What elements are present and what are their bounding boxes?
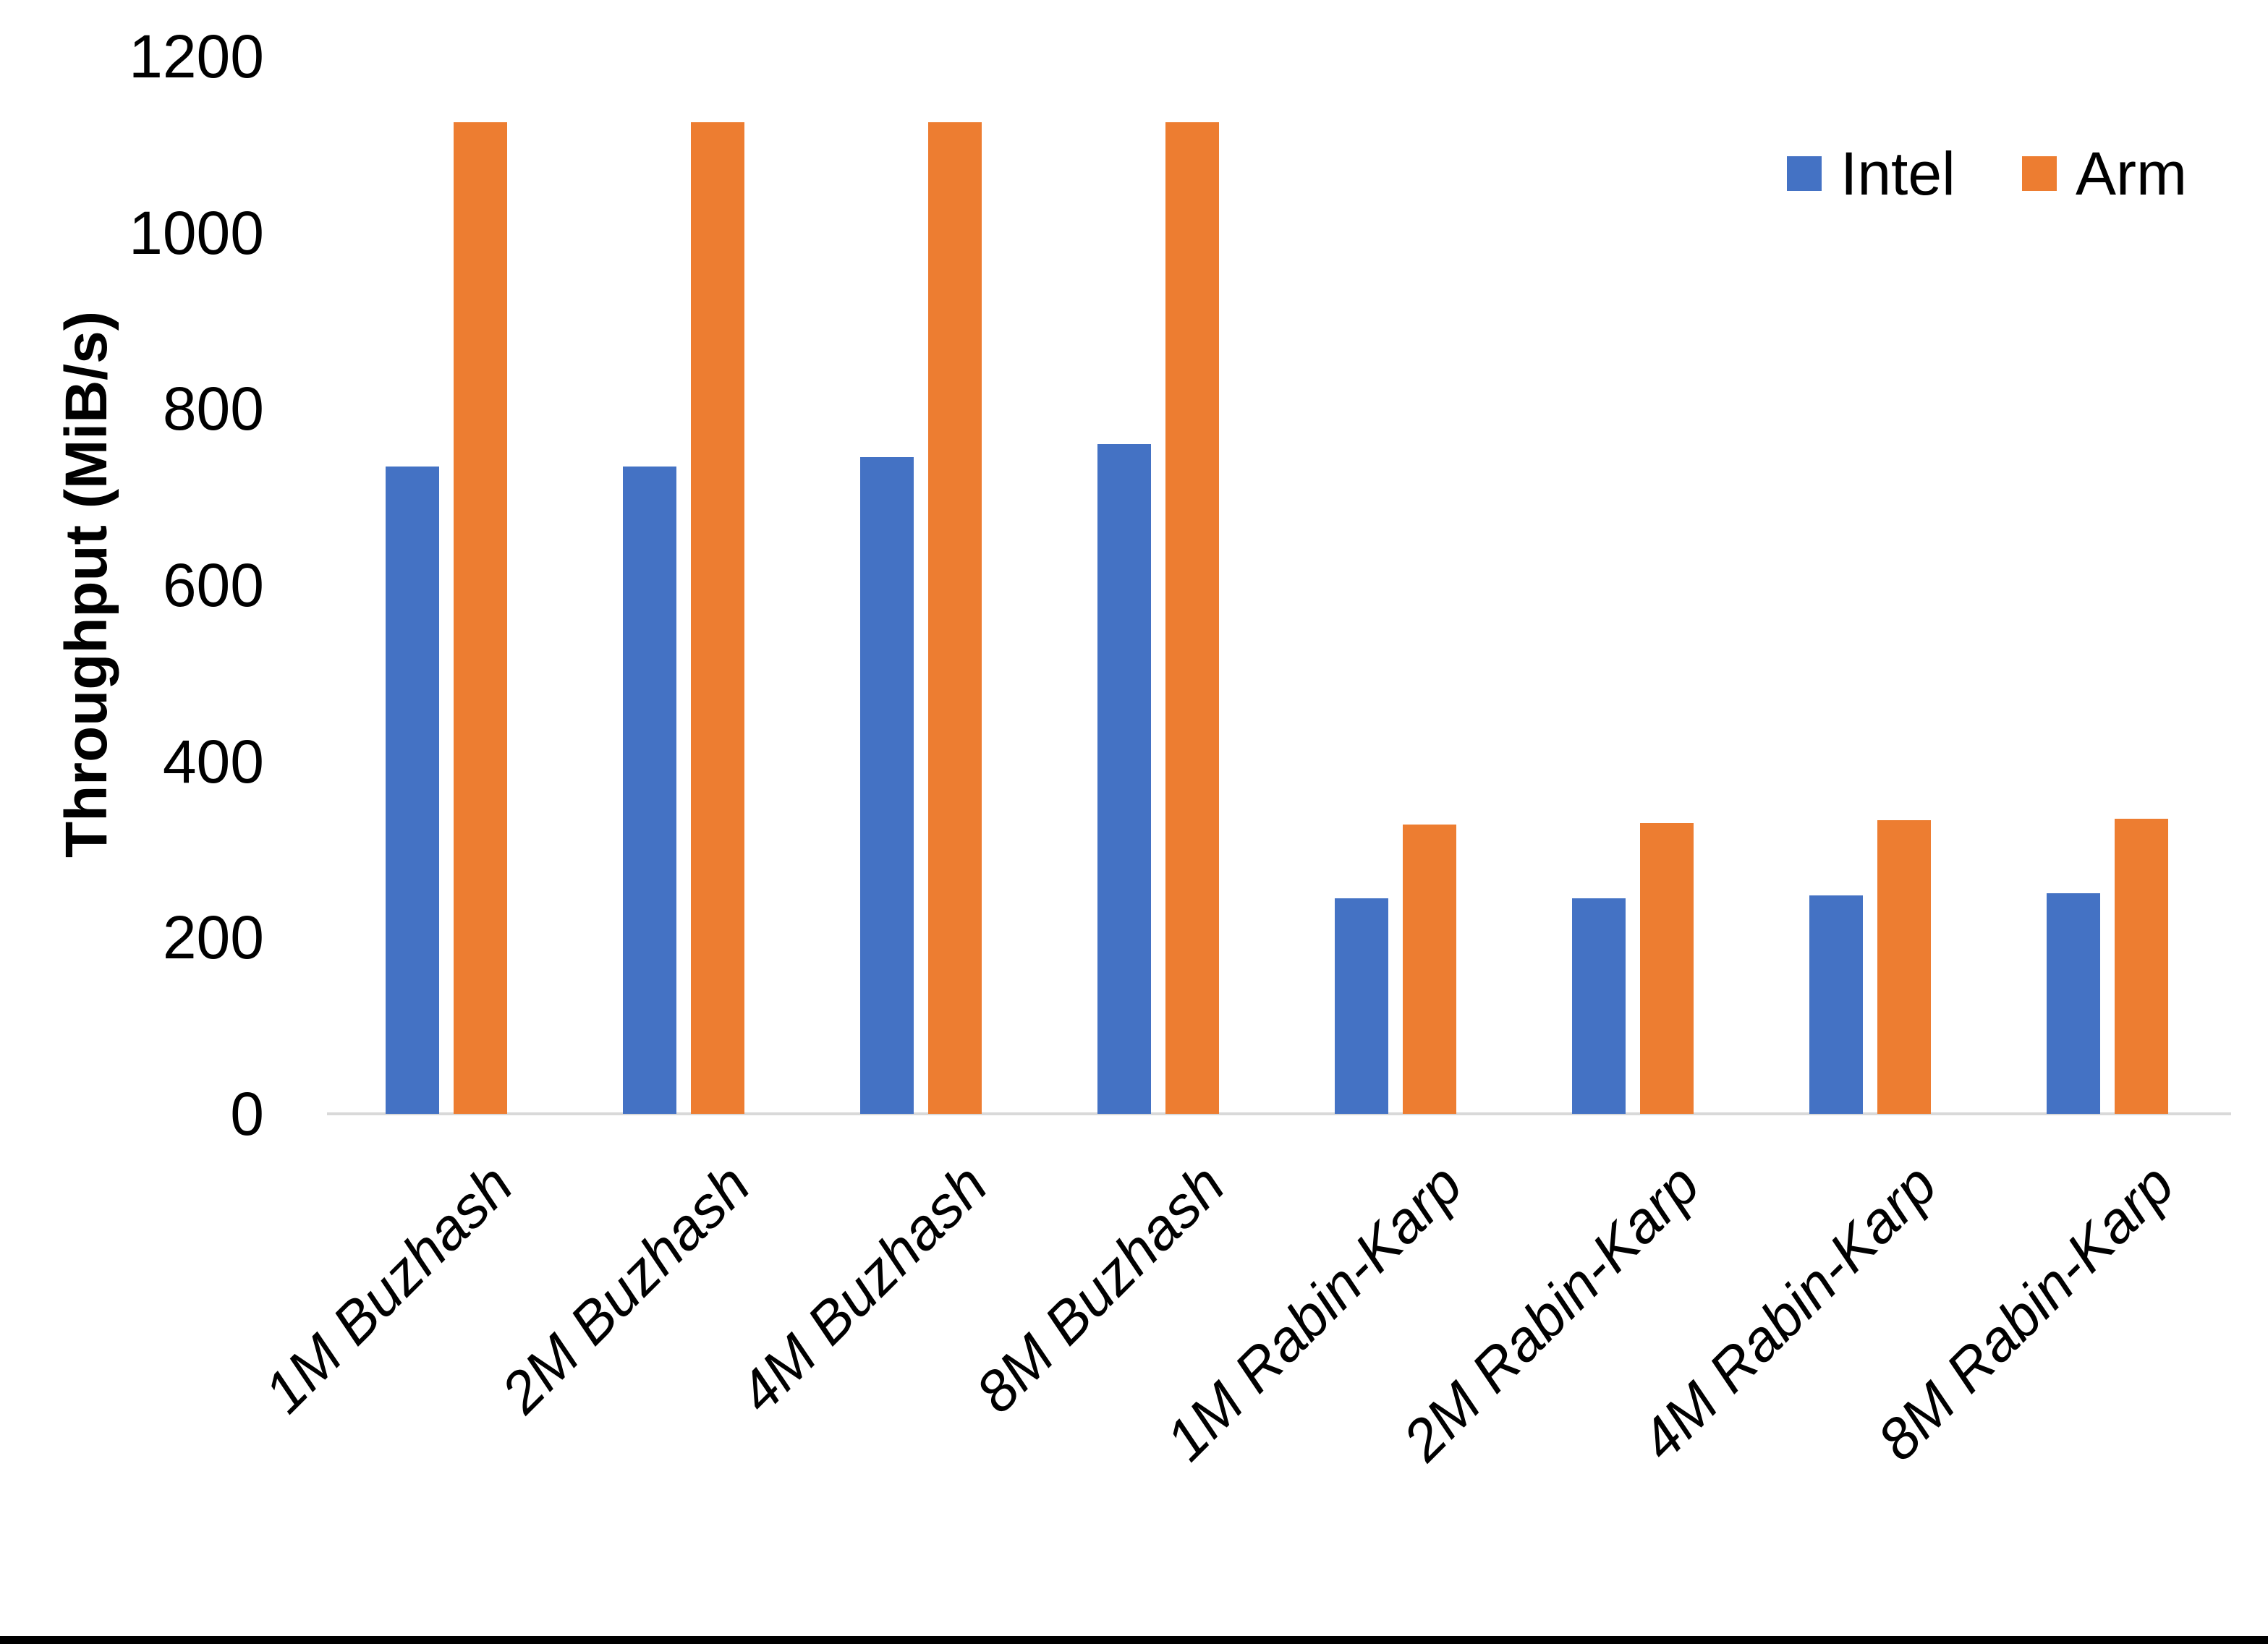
bar-intel-1m-buzhash [386,467,439,1114]
bar-arm-2m-rabin-karp [1640,823,1694,1114]
x-label-1m-buzhash: 1M Buzhash [252,1151,525,1426]
x-axis-line [327,1112,2231,1115]
y-tick-label-800: 800 [162,375,264,443]
legend-swatch-arm [2022,156,2057,191]
legend-label-arm: Arm [2076,140,2187,208]
y-tick-label-400: 400 [162,728,264,796]
bar-intel-2m-buzhash [623,467,676,1114]
bar-intel-4m-rabin-karp [1809,895,1863,1114]
bar-arm-2m-buzhash [691,122,744,1114]
bar-arm-1m-rabin-karp [1403,825,1456,1114]
bar-arm-4m-buzhash [928,122,982,1114]
legend-swatch-intel [1787,156,1822,191]
bottom-border [0,1636,2268,1644]
bar-intel-4m-buzhash [860,457,914,1114]
legend-item-intel: Intel [1787,142,1955,205]
y-tick-label-1000: 1000 [129,199,264,267]
bar-intel-8m-buzhash [1097,444,1151,1114]
bar-arm-4m-rabin-karp [1877,820,1931,1114]
bar-intel-1m-rabin-karp [1335,898,1388,1114]
bar-intel-2m-rabin-karp [1572,898,1626,1114]
bar-arm-8m-buzhash [1165,122,1219,1114]
y-tick-label-0: 0 [230,1080,264,1148]
bar-arm-1m-buzhash [454,122,507,1114]
legend-label-intel: Intel [1840,140,1955,208]
legend-item-arm: Arm [2022,142,2187,205]
x-label-2m-buzhash: 2M Buzhash [489,1151,763,1426]
y-tick-label-1200: 1200 [129,22,264,90]
x-label-4m-buzhash: 4M Buzhash [726,1151,1000,1426]
bar-intel-8m-rabin-karp [2047,893,2100,1114]
y-tick-label-200: 200 [162,903,264,971]
y-tick-label-600: 600 [162,551,264,619]
bar-arm-8m-rabin-karp [2115,819,2168,1114]
